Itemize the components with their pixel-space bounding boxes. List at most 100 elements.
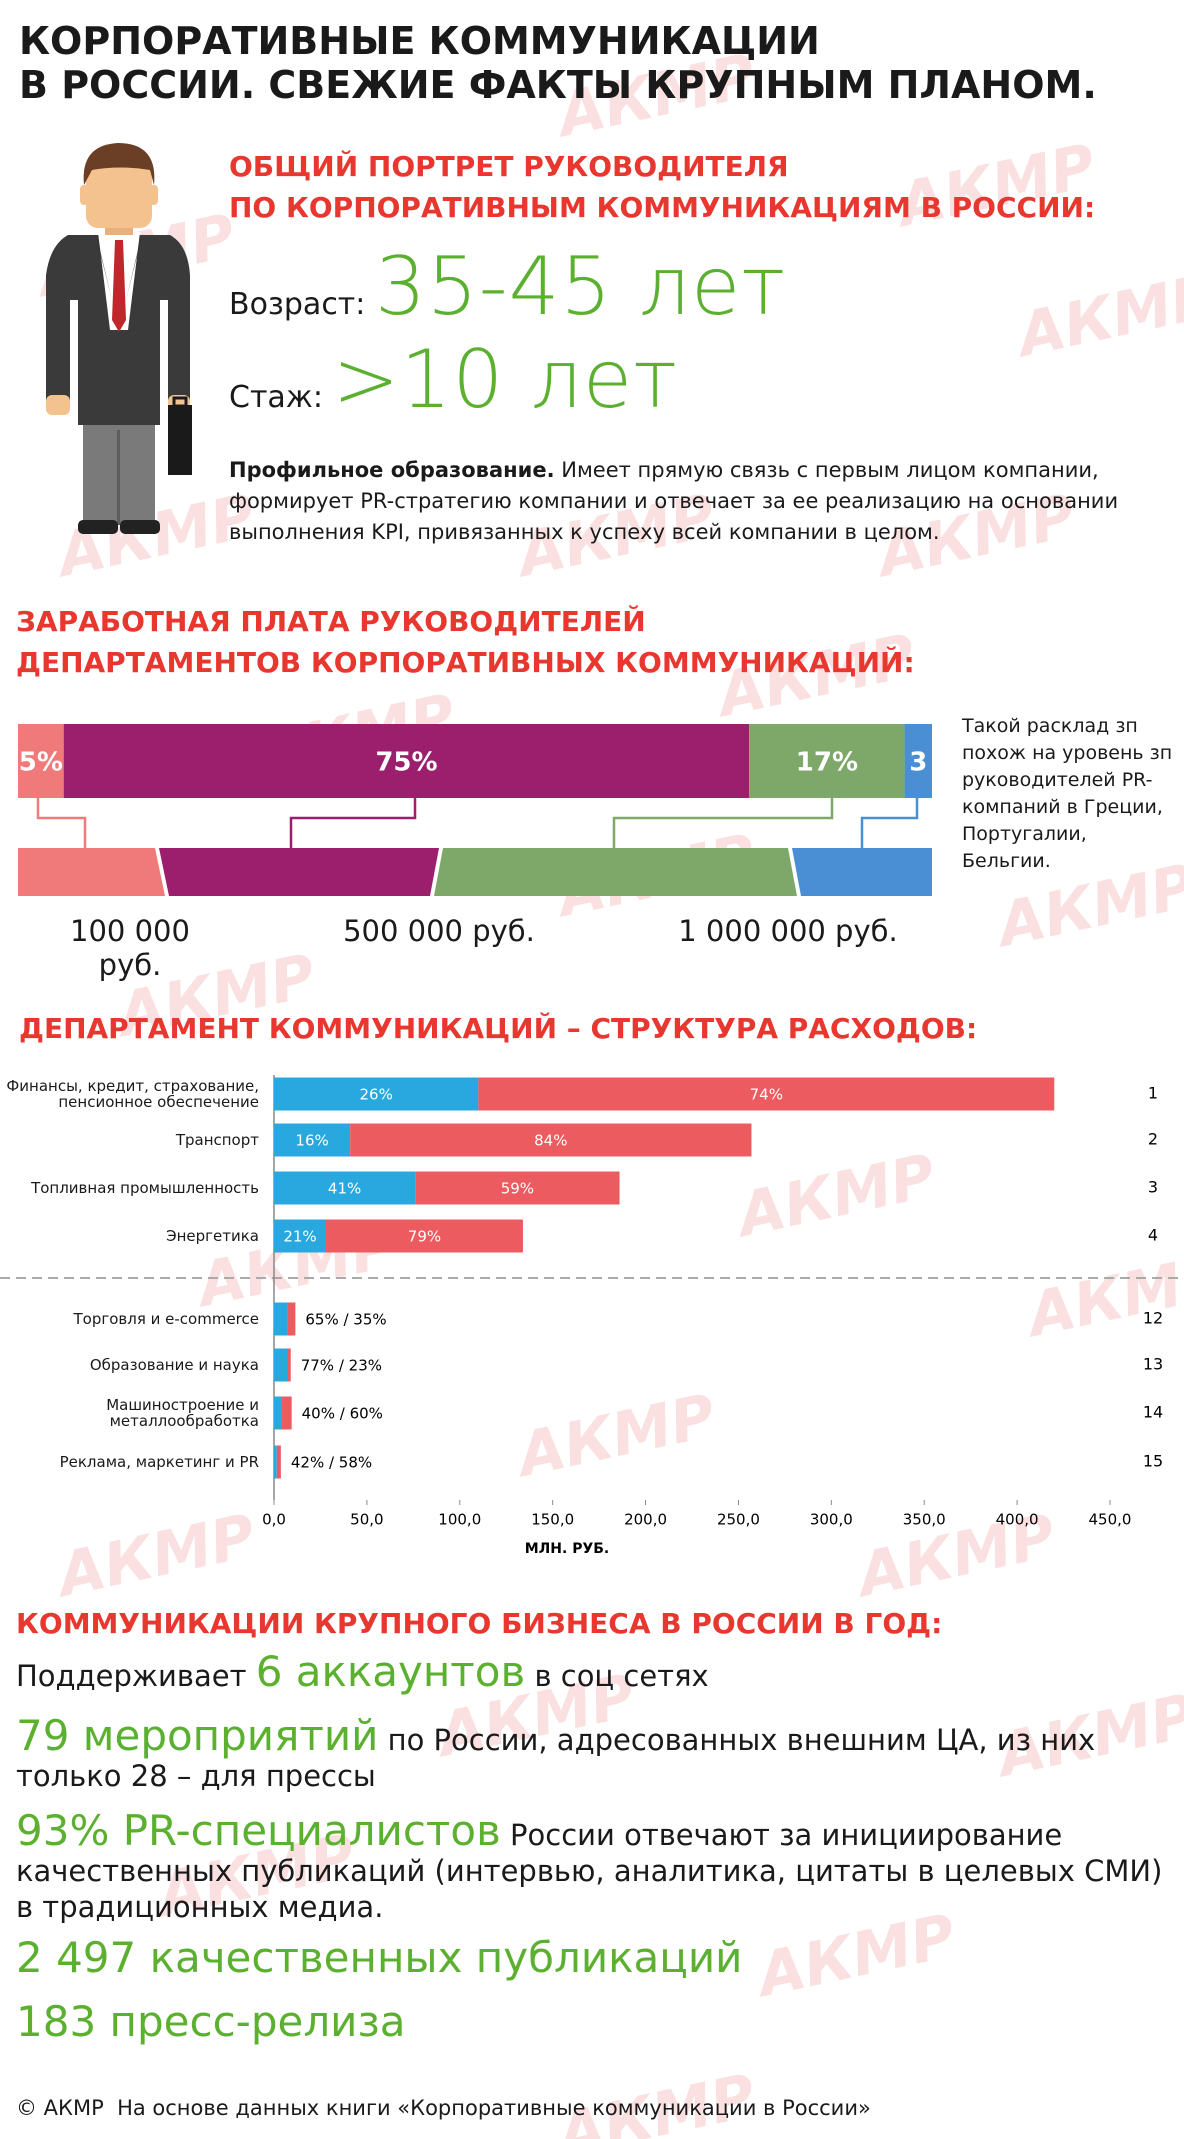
watermark: АКМР [728, 1141, 941, 1252]
bar-segment [350, 1123, 752, 1157]
bar-segment [274, 1077, 479, 1111]
category-label: Транспорт [175, 1131, 259, 1149]
share-label: 79% [408, 1228, 441, 1246]
rank-label: 1 [1148, 1084, 1158, 1103]
share-label: 16% [295, 1132, 328, 1150]
share-label: 5% [19, 748, 63, 778]
fact-highlight: 93% PR-специалистов [16, 1806, 501, 1855]
salary-heading: ЗАРАБОТНАЯ ПЛАТА РУКОВОДИТЕЛЕЙ ДЕПАРТАМЕ… [16, 601, 915, 683]
bar-segment [287, 1348, 291, 1382]
portrait-heading: ОБЩИЙ ПОРТРЕТ РУКОВОДИТЕЛЯ ПО КОРПОРАТИВ… [229, 146, 1095, 228]
experience-label: Стаж: [229, 380, 323, 415]
fact-text: в соц сетях [534, 1659, 709, 1693]
share-label: 77% / 23% [301, 1357, 382, 1375]
salary-note: Такой расклад зп похож на уровень зп рук… [962, 715, 1173, 872]
category-label: Образование и наука [89, 1356, 259, 1374]
share-label: 84% [534, 1132, 567, 1150]
bar-segment [478, 1077, 1055, 1111]
category-label: Машиностроение и металлообработка [106, 1396, 259, 1430]
x-tick-label: 350,0 [903, 1511, 946, 1529]
x-tick-label: 400,0 [996, 1511, 1039, 1529]
rank-label: 15 [1143, 1452, 1163, 1471]
watermark: АКМР [1008, 261, 1184, 372]
range-label: 100 000 руб. [70, 914, 190, 982]
share-label: 3 [909, 748, 927, 778]
heading-line: ЗАРАБОТНАЯ ПЛАТА РУКОВОДИТЕЛЕЙ [16, 605, 646, 638]
fact-text: по России, адресованных внешним ЦА, из н… [16, 1723, 1096, 1793]
footer: © АКМР На основе данных книги «Корпорати… [16, 2096, 871, 2120]
category-label: Торговля и e-commerce [73, 1310, 260, 1328]
share-segment [904, 724, 932, 798]
x-axis-label: МЛН. РУБ. [525, 1541, 610, 1557]
share-label: 42% / 58% [291, 1454, 372, 1472]
bar-segment [281, 1396, 292, 1430]
x-tick-label: 150,0 [531, 1511, 574, 1529]
x-tick-label: 0,0 [262, 1511, 286, 1529]
title: КОРПОРАТИВНЫЕ КОММУНИКАЦИИ В РОССИИ. СВЕ… [19, 19, 1097, 107]
experience-row: Стаж: >10 лет [229, 333, 678, 426]
age-row: Возраст: 35-45 лет [229, 240, 786, 333]
x-tick-label: 250,0 [717, 1511, 760, 1529]
bar-segment [274, 1302, 288, 1336]
bar-segment [274, 1219, 327, 1253]
bar-segment [415, 1171, 620, 1205]
rank-label: 4 [1148, 1226, 1158, 1245]
salary-connectors [36, 798, 919, 848]
share-label: 21% [283, 1228, 316, 1246]
watermark: АКМР [1018, 1241, 1184, 1352]
share-label: 41% [328, 1180, 361, 1198]
heading-line: ПО КОРПОРАТИВНЫМ КОММУНИКАЦИЯМ В РОССИИ: [229, 191, 1096, 224]
education-text: Имеет прямую связь с первым лицом компан… [229, 458, 1119, 544]
share-label: 40% / 60% [302, 1405, 383, 1423]
share-label: 17% [796, 748, 858, 778]
rank-label: 2 [1148, 1130, 1158, 1149]
business-heading: КОММУНИКАЦИИ КРУПНОГО БИЗНЕСА В РОССИИ В… [16, 1607, 943, 1640]
fact: 79 мероприятий по России, адресованных в… [16, 1715, 1176, 1794]
share-label: 59% [501, 1180, 534, 1198]
category-label: Финансы, кредит, страхование, пенсионное… [6, 1077, 259, 1111]
x-tick-label: 300,0 [810, 1511, 853, 1529]
fact-highlight: 2 497 качественных публикаций [16, 1933, 743, 1982]
fact-highlight: 79 мероприятий [16, 1711, 379, 1760]
fact: 183 пресс-релиза [16, 2001, 1176, 2044]
age-value: 35-45 лет [374, 240, 787, 333]
bar-segment [287, 1302, 296, 1336]
fact-highlight: 183 пресс-релиза [16, 1997, 406, 2046]
x-tick-label: 50,0 [350, 1511, 383, 1529]
heading-line: ДЕПАРТАМЕНТОВ КОРПОРАТИВНЫХ КОММУНИКАЦИЙ… [16, 646, 915, 679]
share-segment [749, 724, 905, 798]
education-lead: Профильное образование. [229, 458, 555, 482]
fact: Поддерживает 6 аккаунтов в соц сетях [16, 1651, 1176, 1694]
watermark: АКМР [48, 1501, 261, 1612]
x-tick-label: 100,0 [438, 1511, 481, 1529]
x-tick-label: 200,0 [624, 1511, 667, 1529]
bar-segment [274, 1123, 351, 1157]
bar-segment [274, 1348, 288, 1382]
share-segment [18, 724, 64, 798]
title-line: В РОССИИ. СВЕЖИЕ ФАКТЫ КРУПНЫМ ПЛАНОМ. [19, 63, 1097, 107]
range-label: 500 000 руб. [343, 914, 535, 948]
category-label: Топливная промышленность [31, 1179, 259, 1197]
bar-segment [274, 1445, 277, 1479]
salary-ranges [18, 848, 932, 896]
fact-highlight: 6 аккаунтов [255, 1647, 526, 1696]
fact: 2 497 качественных публикаций [16, 1937, 1176, 1980]
bar-segment [326, 1219, 523, 1253]
share-label: 75% [375, 748, 437, 778]
x-tick-label: 450,0 [1089, 1511, 1132, 1529]
share-label: 26% [360, 1086, 393, 1104]
expenses-title: ДЕПАРТАМЕНТ КОММУНИКАЦИЙ – СТРУКТУРА РАС… [19, 1012, 978, 1045]
category-label: Реклама, маркетинг и PR [59, 1453, 259, 1471]
range-label: 1 000 000 руб. [678, 914, 898, 948]
watermark: АКМР [508, 1381, 721, 1492]
heading-line: ОБЩИЙ ПОРТРЕТ РУКОВОДИТЕЛЯ [229, 150, 789, 183]
bar-segment [274, 1396, 282, 1430]
rank-label: 14 [1143, 1403, 1163, 1422]
experience-value: >10 лет [332, 333, 679, 426]
bar-segment [276, 1445, 281, 1479]
share-label: 65% / 35% [305, 1311, 386, 1329]
title-line: КОРПОРАТИВНЫЕ КОММУНИКАЦИИ [19, 19, 820, 63]
education-paragraph: Профильное образование. Имеет прямую свя… [229, 455, 1174, 548]
